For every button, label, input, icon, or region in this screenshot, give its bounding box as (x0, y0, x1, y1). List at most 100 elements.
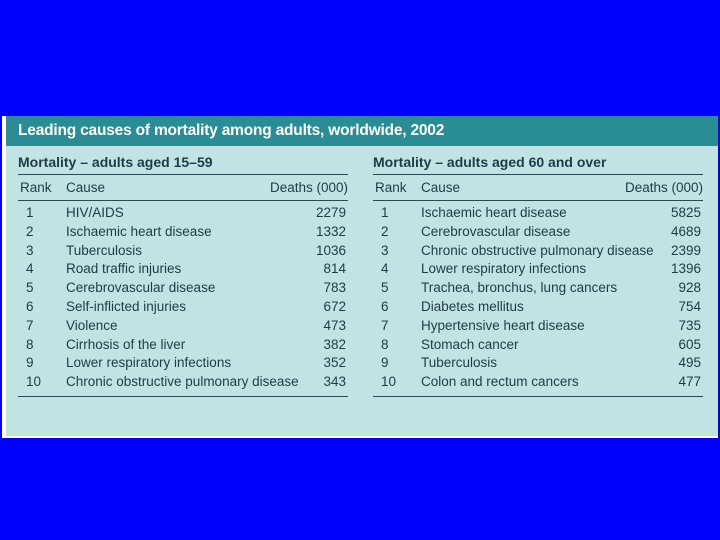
table-adults-15-59: Mortality – adults aged 15–59 Rank Cause… (18, 150, 348, 397)
rank-cell: 1 (26, 205, 34, 220)
table-row: 8 Cirrhosis of the liver 382 (18, 336, 348, 355)
deaths-cell: 2279 (315, 205, 346, 220)
rank-cell: 2 (381, 223, 389, 239)
cause-cell: Stomach cancer (421, 336, 519, 352)
table-row: 9 Lower respiratory infections 352 (18, 354, 348, 373)
rank-cell: 10 (381, 374, 397, 390)
cause-cell: Cerebrovascular disease (421, 223, 571, 239)
table-title: Mortality – adults aged 60 and over (373, 154, 607, 170)
table-adults-60-plus: Mortality – adults aged 60 and over Rank… (373, 150, 703, 397)
column-header-cause: Cause (421, 180, 461, 195)
rank-cell: 8 (26, 336, 34, 352)
rank-cell: 2 (26, 223, 34, 239)
panel-title: Leading causes of mortality among adults… (18, 122, 445, 139)
table-row: 7 Hypertensive heart disease 735 (373, 317, 703, 336)
deaths-cell: 1396 (670, 261, 701, 277)
deaths-cell: 495 (678, 355, 701, 371)
column-header-deaths: Deaths (000) (624, 180, 703, 195)
cause-cell: Chronic obstructive pulmonary disease (66, 374, 299, 390)
column-header-rank: Rank (20, 180, 52, 195)
rank-cell: 3 (381, 242, 389, 258)
cause-cell: Lower respiratory infections (66, 355, 232, 371)
divider (18, 395, 348, 397)
rank-cell: 7 (26, 317, 34, 333)
divider (18, 200, 348, 201)
cause-cell: Chronic obstructive pulmonary disease (421, 242, 654, 258)
rank-cell: 5 (381, 280, 389, 296)
rank-cell: 3 (26, 242, 34, 258)
rank-cell: 9 (26, 355, 34, 371)
table-row: 3 Tuberculosis 1036 (18, 242, 348, 261)
cause-cell: Tuberculosis (66, 242, 143, 258)
rank-cell: 6 (26, 298, 34, 314)
table-row: 2 Ischaemic heart disease 1332 (18, 223, 348, 242)
rank-cell: 10 (26, 374, 42, 390)
panel-body: Mortality – adults aged 15–59 Rank Cause… (6, 146, 718, 436)
cause-cell: Colon and rectum cancers (421, 374, 579, 390)
deaths-cell: 4689 (670, 223, 701, 239)
table-row: 6 Diabetes mellitus 754 (373, 298, 703, 317)
rank-cell: 7 (381, 317, 389, 333)
table-panel: Leading causes of mortality among adults… (2, 116, 718, 438)
cause-cell: Violence (66, 317, 118, 333)
deaths-cell: 814 (323, 261, 346, 277)
rank-cell: 6 (381, 298, 389, 314)
cause-cell: HIV/AIDS (66, 205, 124, 220)
deaths-cell: 477 (678, 374, 701, 390)
table-rows: 1 Ischaemic heart disease 5825 2 Cerebrovas… (373, 201, 703, 392)
cause-cell: Ischaemic heart disease (66, 223, 212, 239)
table-row: 1 HIV/AIDS 2279 (18, 204, 348, 223)
table-row: 7 Violence 473 (18, 317, 348, 336)
panel-header: Leading causes of mortality among adults… (6, 116, 718, 146)
table-row: 4 Lower respiratory infections 1396 (373, 260, 703, 279)
table-row: 4 Road traffic injuries 814 (18, 260, 348, 279)
cause-cell: Ischaemic heart disease (421, 205, 567, 220)
deaths-cell: 1332 (315, 223, 346, 239)
cause-cell: Hypertensive heart disease (421, 317, 585, 333)
column-header-rank: Rank (375, 180, 407, 195)
cause-cell: Cerebrovascular disease (66, 280, 216, 296)
deaths-cell: 352 (323, 355, 346, 371)
cause-cell: Lower respiratory infections (421, 261, 587, 277)
cause-cell: Road traffic injuries (66, 261, 182, 277)
deaths-cell: 928 (678, 280, 701, 296)
rank-cell: 1 (381, 205, 389, 220)
table-row: 3 Chronic obstructive pulmonary disease 23… (373, 242, 703, 261)
cause-cell: Self-inflicted injuries (66, 298, 187, 314)
table-row: 2 Cerebrovascular disease 4689 (373, 223, 703, 242)
deaths-cell: 735 (678, 317, 701, 333)
deaths-cell: 343 (323, 374, 346, 390)
table-row: 10 Chronic obstructive pulmonary disease 3… (18, 373, 348, 392)
table-row: 8 Stomach cancer 605 (373, 336, 703, 355)
divider (18, 174, 348, 175)
rank-cell: 4 (26, 261, 34, 277)
cause-cell: Tuberculosis (421, 355, 498, 371)
table-row: 10 Colon and rectum cancers 477 (373, 373, 703, 392)
cause-cell: Trachea, bronchus, lung cancers (421, 280, 618, 296)
table-row: 5 Cerebrovascular disease 783 (18, 279, 348, 298)
divider (373, 200, 703, 201)
column-header-deaths: Deaths (000) (269, 180, 348, 195)
deaths-cell: 672 (323, 298, 346, 314)
table-rows: 1 HIV/AIDS 2279 2 Ischaemic heart disease 13… (18, 201, 348, 392)
rank-cell: 4 (381, 261, 389, 277)
cause-cell: Diabetes mellitus (421, 298, 524, 314)
deaths-cell: 473 (323, 317, 346, 333)
deaths-cell: 2399 (670, 242, 701, 258)
deaths-cell: 1036 (315, 242, 346, 258)
column-header-cause: Cause (66, 180, 106, 195)
rank-cell: 5 (26, 280, 34, 296)
column-header-row: Rank Cause Deaths (000) (373, 175, 703, 200)
deaths-cell: 754 (678, 298, 701, 314)
table-row: 1 Ischaemic heart disease 5825 (373, 204, 703, 223)
divider (373, 395, 703, 397)
rank-cell: 8 (381, 336, 389, 352)
deaths-cell: 605 (678, 336, 701, 352)
table-row: 9 Tuberculosis 495 (373, 354, 703, 373)
deaths-cell: 382 (323, 336, 346, 352)
table-row: 6 Self-inflicted injuries 672 (18, 298, 348, 317)
deaths-cell: 783 (323, 280, 346, 296)
deaths-cell: 5825 (670, 205, 701, 220)
column-header-row: Rank Cause Deaths (000) (18, 175, 348, 200)
